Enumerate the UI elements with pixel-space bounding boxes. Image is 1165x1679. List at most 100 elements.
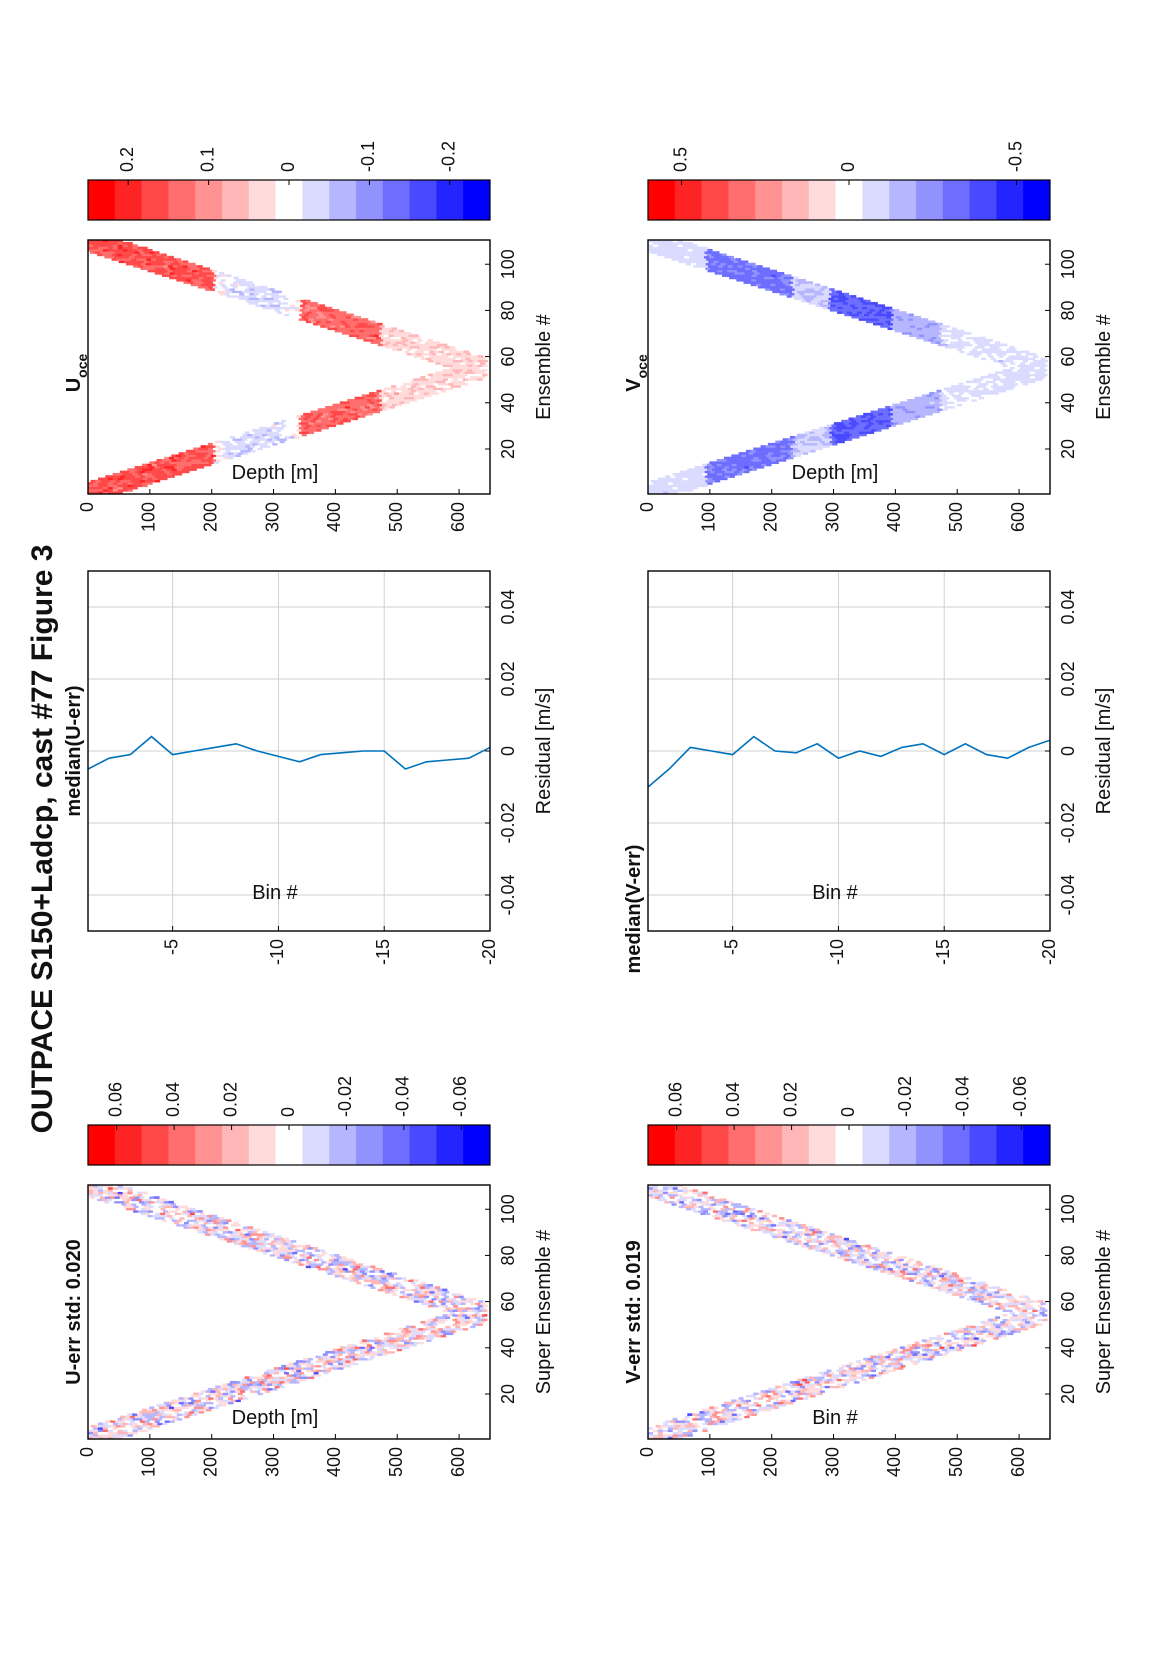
- u-oce-cell: [208, 461, 214, 464]
- u-oce-cell: [385, 336, 392, 340]
- v-err-cell: [864, 1249, 871, 1252]
- u-err-cell: [122, 1429, 128, 1433]
- u-err-cell: [164, 1410, 170, 1414]
- v-err-cell: [765, 1233, 771, 1236]
- u-oce-cell: [220, 283, 226, 287]
- u-err-cell: [232, 1383, 238, 1386]
- v-err-cell: [809, 1376, 815, 1379]
- u-err-cell: [301, 1364, 307, 1368]
- u-oce-cell: [137, 482, 143, 485]
- u-oce-cell: [346, 332, 353, 335]
- u-err-cell: [443, 1295, 450, 1299]
- u-oce-cell: [318, 322, 324, 326]
- u-err-cell: [268, 1237, 275, 1241]
- u-err-cell: [134, 1420, 141, 1423]
- u-err-cell: [296, 1374, 302, 1377]
- u-err-cell: [388, 1283, 394, 1287]
- u-err-cell: [423, 1323, 429, 1326]
- v-err-cell: [1042, 1304, 1048, 1308]
- u-err-cell: [482, 1304, 488, 1308]
- u-err-cell: [235, 1228, 241, 1232]
- u-oce-cell: [124, 251, 130, 254]
- v-err-cell: [918, 1263, 924, 1266]
- v-err-cell: [810, 1228, 816, 1232]
- u-oce-cell: [347, 417, 354, 421]
- v-err-cell: [978, 1323, 984, 1326]
- v-err-cell: [897, 1272, 903, 1276]
- v-err-cell: [725, 1207, 731, 1211]
- v-err-cell: [916, 1281, 922, 1285]
- u-err-cell: [301, 1378, 307, 1382]
- v-err-cell: [687, 1427, 693, 1430]
- v-err-cell: [744, 1415, 750, 1419]
- u-oce-cell: [283, 297, 289, 301]
- u-oce-cell: [195, 449, 202, 453]
- u-oce-cell: [362, 318, 369, 321]
- u-oce-cell: [428, 382, 434, 386]
- u-err-cell: [251, 1235, 258, 1239]
- u-err-cell: [259, 1380, 265, 1384]
- u-err-cell: [335, 1360, 341, 1363]
- v-err-cell: [826, 1369, 832, 1373]
- u-oce-cell: [367, 322, 373, 326]
- u-err-cell: [169, 1217, 175, 1220]
- u-oce-cell: [433, 382, 439, 386]
- u-err-cell: [259, 1390, 266, 1393]
- u-err-cell: [234, 1237, 240, 1241]
- u-oce-cell: [282, 302, 289, 305]
- v-err-cell: [698, 1200, 705, 1204]
- v-err-cell: [838, 1242, 844, 1246]
- u-err-cell: [405, 1325, 412, 1329]
- u-oce-cell: [469, 371, 476, 374]
- v-err-cell: [932, 1267, 938, 1271]
- u-err-cell: [274, 1371, 280, 1375]
- u-err-cell: [452, 1323, 458, 1326]
- u-oce-cell: [201, 463, 207, 467]
- v-oce-cell: [697, 482, 703, 485]
- u-oce-cell: [136, 253, 142, 257]
- u-oce-cell: [123, 260, 129, 264]
- u-oce-cell: [207, 442, 214, 446]
- u-err-cell: [309, 1249, 316, 1252]
- u-err-cell: [258, 1242, 264, 1246]
- u-err-cell: [456, 1293, 462, 1296]
- v-err-cell: [789, 1237, 795, 1241]
- u-err-cell: [421, 1334, 427, 1338]
- u-oce-cell: [301, 311, 308, 314]
- u-oce-cell: [257, 447, 263, 451]
- u-err-cell: [301, 1374, 307, 1377]
- v-err-cell: [945, 1281, 952, 1285]
- v-err-cell: [672, 1427, 678, 1430]
- u-oce-cell: [304, 308, 310, 312]
- u-err-cell: [127, 1427, 133, 1430]
- u-oce-cell: [261, 429, 268, 432]
- u-err-cell: [242, 1397, 249, 1400]
- v-err-cell: [973, 1323, 979, 1326]
- v-err-cell: [902, 1362, 909, 1366]
- v-err-cell: [927, 1267, 933, 1271]
- v-err-colorbar-segment: [969, 1125, 997, 1165]
- u-err-cell: [374, 1270, 380, 1273]
- v-err-cell: [1002, 1288, 1008, 1292]
- u-err-cell: [218, 1401, 224, 1405]
- v-err-colorbar-segment: [942, 1125, 970, 1165]
- u-err-cell: [338, 1367, 344, 1370]
- v-err-cell: [770, 1223, 777, 1227]
- u-oce-cell: [410, 385, 417, 388]
- u-err-cell: [384, 1337, 390, 1340]
- u-oce-cell: [255, 299, 262, 303]
- v-err-cell: [881, 1256, 887, 1259]
- v-err-cell: [918, 1279, 925, 1282]
- u-err-cell: [132, 1429, 138, 1433]
- u-err-cell: [152, 1214, 158, 1218]
- u-err-cell: [195, 1394, 202, 1398]
- v-err-cell: [884, 1253, 890, 1257]
- v-err-cell: [836, 1240, 842, 1243]
- u-err-cell: [364, 1341, 370, 1345]
- u-oce-cell: [219, 272, 225, 275]
- v-err-cell: [897, 1348, 903, 1352]
- u-oce-cell: [292, 306, 298, 310]
- v-err-cell: [888, 1362, 894, 1366]
- u-oce-cell: [388, 392, 395, 395]
- v-err-cell: [956, 1330, 962, 1333]
